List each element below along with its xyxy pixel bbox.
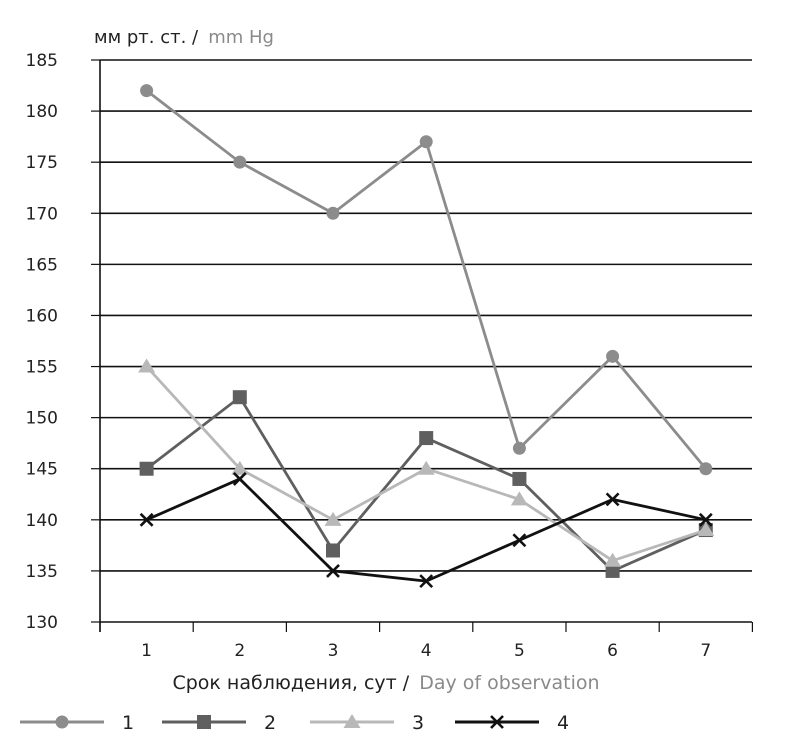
- data-point: [138, 358, 156, 373]
- series-4: [139, 472, 713, 589]
- legend-label: 1: [122, 712, 134, 734]
- legend-item-3: 3: [310, 712, 424, 734]
- data-point: [326, 563, 340, 578]
- legend-item-4: 4: [455, 712, 569, 734]
- legend-item-1: 1: [20, 712, 134, 734]
- x-label-en: Day of observation: [419, 672, 599, 694]
- data-point: [232, 390, 247, 405]
- x-axis-label: Срок наблюдения, сут / Day of observatio…: [172, 672, 599, 694]
- series-3: [138, 358, 715, 567]
- series-1: [140, 84, 713, 476]
- data-point: [231, 460, 249, 475]
- data-point: [512, 533, 527, 548]
- legend-item-2: 2: [162, 712, 276, 734]
- x-tick-label: 6: [607, 641, 618, 661]
- y-tick-label: 180: [26, 102, 58, 122]
- y-tick-label: 145: [26, 460, 58, 480]
- data-point: [139, 512, 154, 527]
- data-point: [419, 574, 434, 589]
- legend-label: 2: [264, 712, 276, 734]
- x-tick-label: 5: [514, 641, 525, 661]
- data-point: [512, 471, 527, 486]
- data-point: [232, 472, 247, 486]
- y-tick-label: 175: [26, 153, 58, 173]
- x-tick-label: 3: [328, 641, 339, 661]
- y-tick-label: 140: [26, 511, 58, 531]
- legend-marker: [490, 715, 504, 729]
- y-tick-label: 160: [26, 306, 58, 326]
- legend-label: 3: [412, 712, 424, 734]
- data-point: [326, 543, 340, 558]
- x-label-ru: Срок наблюдения, сут /: [172, 672, 409, 694]
- data-point: [510, 491, 528, 506]
- data-point: [699, 462, 713, 476]
- x-tick-label: 7: [700, 641, 711, 661]
- y-tick-label: 170: [26, 204, 58, 224]
- x-tick-label: 1: [141, 641, 152, 661]
- legend-marker: [197, 715, 211, 729]
- y-tick-label: 155: [26, 358, 58, 378]
- legend-marker: [343, 714, 361, 728]
- legend: 1 2 3 4: [20, 712, 569, 734]
- data-point: [512, 441, 526, 455]
- data-point: [140, 84, 154, 98]
- x-tick-label: 4: [421, 641, 432, 661]
- data-point: [233, 155, 247, 169]
- y-tick-label: 135: [26, 562, 58, 582]
- y-tick-label: 185: [26, 51, 58, 71]
- data-point: [606, 349, 620, 363]
- data-point: [698, 512, 713, 527]
- data-point: [139, 461, 154, 476]
- series-2: [139, 390, 713, 578]
- legend-label: 4: [557, 712, 569, 734]
- y-tick-label: 130: [26, 613, 58, 633]
- data-point: [604, 552, 622, 567]
- legend-marker: [55, 715, 69, 729]
- x-tick-label: 2: [234, 641, 245, 661]
- data-point: [417, 460, 435, 475]
- y-axis-unit-label: мм рт. ст. / mm Hg: [94, 27, 274, 48]
- y-tick-label: 165: [26, 255, 58, 275]
- y-unit-ru: мм рт. ст. /: [94, 27, 199, 48]
- data-point: [326, 206, 340, 220]
- y-unit-en: mm Hg: [208, 27, 274, 48]
- data-point: [605, 492, 620, 507]
- data-point: [419, 135, 433, 149]
- data-point: [605, 563, 620, 578]
- data-point: [324, 511, 342, 526]
- y-tick-label: 150: [26, 409, 58, 429]
- data-point: [697, 522, 715, 537]
- data-point: [419, 431, 434, 446]
